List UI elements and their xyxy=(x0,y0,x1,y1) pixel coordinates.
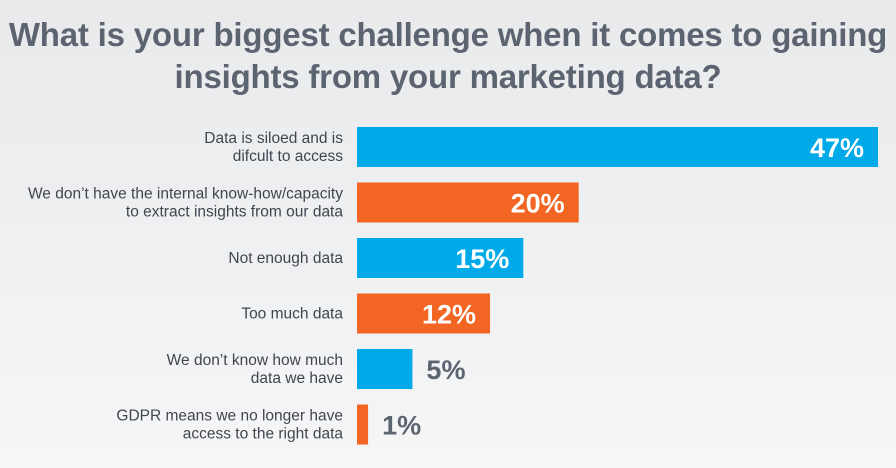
category-label: Data is siloed and is difcult to access xyxy=(204,130,343,165)
value-label: 20% xyxy=(511,189,565,219)
bar xyxy=(357,404,369,445)
category-label: Not enough data xyxy=(228,250,343,267)
chart-title: What is your biggest challenge when it c… xyxy=(0,14,896,98)
category-label-line: access to the right data xyxy=(183,426,344,443)
category-label-line: Not enough data xyxy=(228,250,343,267)
value-label: 5% xyxy=(426,355,465,385)
value-label: 1% xyxy=(382,411,421,441)
bar-row: We don’t know how much data we have 5% xyxy=(167,349,465,389)
category-label: Too much data xyxy=(241,306,343,323)
bar-row: Data is siloed and is difcult to access 47… xyxy=(204,127,878,167)
category-label-line: Too much data xyxy=(241,306,343,323)
bar xyxy=(357,127,878,167)
category-label-line: We don’t have the internal know-how/capa… xyxy=(28,186,343,203)
chart-title-line-1: What is your biggest challenge when it c… xyxy=(8,16,888,53)
bar-row: Not enough data 15% xyxy=(228,238,524,278)
bar xyxy=(357,238,524,278)
bar-row: Too much data 12% xyxy=(241,293,491,334)
value-label: 47% xyxy=(810,133,864,163)
category-label: GDPR means we no longer have access to th… xyxy=(116,408,343,443)
category-label-line: GDPR means we no longer have xyxy=(116,408,343,425)
bar-row: We don’t have the internal know-how/capa… xyxy=(28,182,579,223)
bar xyxy=(357,293,491,334)
category-label-line: data we have xyxy=(251,370,343,387)
value-label: 12% xyxy=(422,300,476,330)
category-label-line: to extract insights from our data xyxy=(126,204,343,221)
bar-row: GDPR means we no longer have access to th… xyxy=(116,404,421,445)
value-label: 15% xyxy=(455,244,509,274)
category-label-line: difcult to access xyxy=(233,148,344,165)
category-label: We don’t have the internal know-how/capa… xyxy=(28,186,343,221)
bar xyxy=(357,182,579,223)
chart-title-line-2: insights from your marketing data? xyxy=(174,58,722,95)
category-label: We don’t know how much data we have xyxy=(167,352,343,387)
category-label-line: We don’t know how much xyxy=(167,352,343,369)
bar xyxy=(357,349,413,389)
category-label-line: Data is siloed and is xyxy=(204,130,343,147)
